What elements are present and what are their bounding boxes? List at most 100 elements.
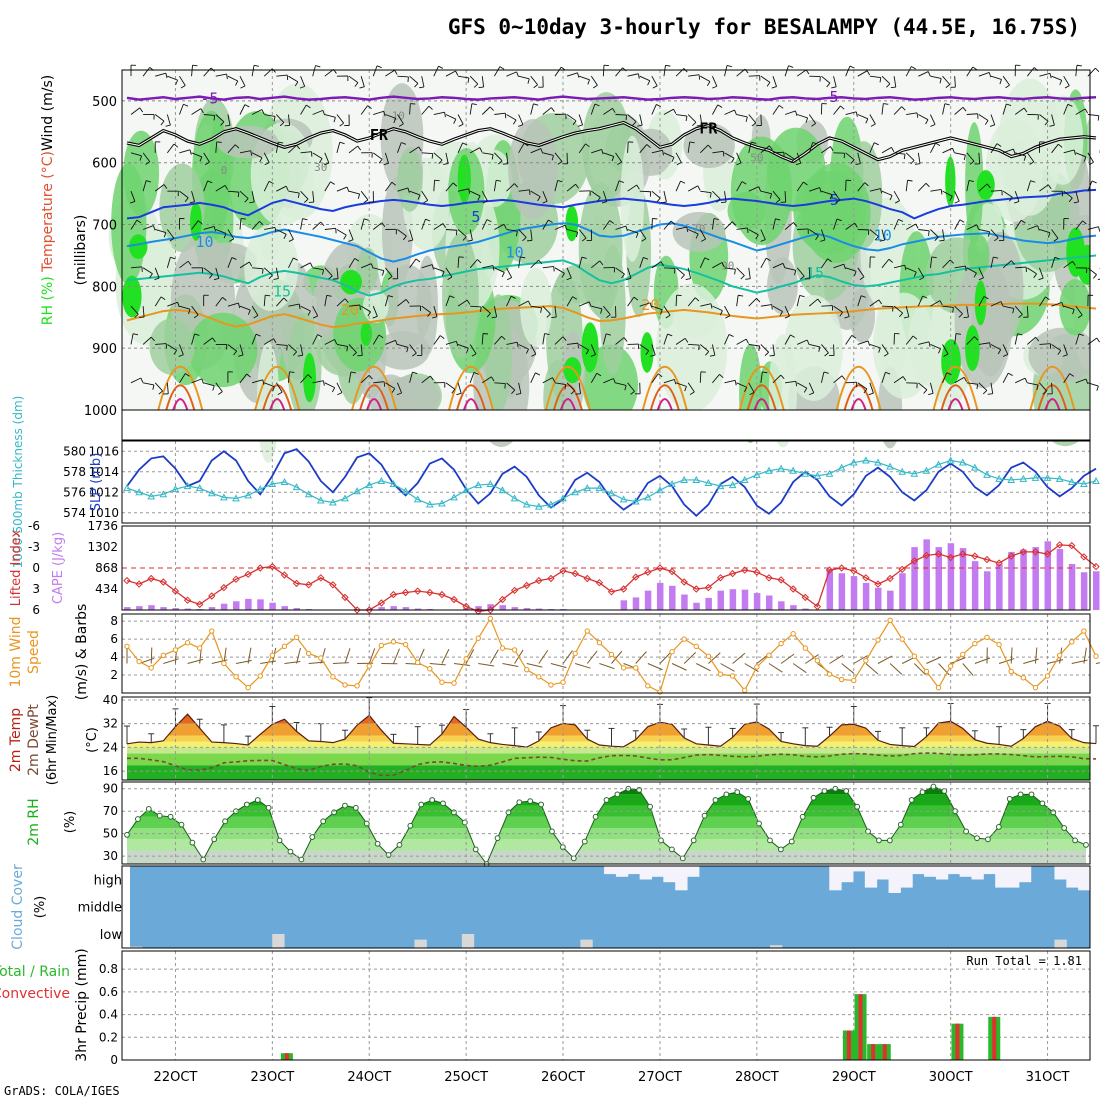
wind-barb — [493, 66, 501, 77]
wind-barb-flag — [1083, 156, 1087, 162]
wind-barb-flag — [160, 120, 165, 126]
wind-barb — [942, 372, 948, 383]
wind-barb — [457, 114, 464, 125]
wind-barb-flag — [183, 103, 189, 107]
wind-marker — [354, 683, 360, 689]
rh-marker — [843, 788, 850, 794]
wind-barb — [372, 152, 383, 160]
wind-barb-flag — [700, 238, 706, 242]
wind-barb-flag — [1014, 201, 1020, 204]
wind-barb — [506, 183, 515, 192]
wind-barb-flag — [510, 295, 516, 299]
wind-barb — [857, 152, 861, 164]
wind-barb — [772, 190, 781, 200]
wind-barb — [905, 335, 914, 345]
wind-barb-flag — [1054, 256, 1060, 260]
surface-wind-barb — [635, 651, 647, 664]
cape-bar — [378, 607, 385, 610]
wind-barb — [1027, 225, 1038, 230]
wind-barb — [845, 65, 851, 77]
rh-band — [127, 816, 1086, 829]
wind-barb — [590, 373, 598, 384]
wind-barb-flag — [885, 83, 891, 88]
rh-marker — [679, 855, 686, 862]
bottom-date-label: 30OCT — [929, 1070, 973, 1085]
wind-barb — [930, 114, 936, 125]
wind-barb-flag — [506, 277, 512, 281]
thickness-marker — [765, 466, 773, 474]
li-marker — [837, 564, 846, 572]
wind-barb — [142, 306, 145, 318]
wind-barb — [966, 66, 974, 77]
wind-barb — [239, 344, 244, 356]
rh-band — [127, 828, 1086, 840]
wind-barb-flag — [175, 79, 179, 85]
cape-bar — [850, 576, 858, 610]
wind-barb-flag — [676, 162, 682, 166]
bottom-date-label: 23OCT — [250, 1070, 294, 1085]
wind-barb — [712, 305, 723, 312]
surface-wind-barb — [332, 662, 349, 664]
wind-barb — [1027, 336, 1036, 345]
wind-barb — [591, 190, 601, 198]
wind-barb — [324, 339, 335, 345]
wind-barb — [590, 260, 601, 269]
wind-marker — [1093, 653, 1099, 659]
surface-wind-barb — [671, 663, 687, 671]
low-cloud-bar — [461, 934, 475, 948]
wind-barb — [917, 295, 924, 307]
wind-barb — [748, 75, 760, 77]
wind-barb-flag — [387, 276, 393, 280]
wind-barb-flag — [268, 180, 274, 184]
cape-bar — [1008, 551, 1015, 610]
wind-barb — [990, 229, 999, 239]
thickness-marker — [547, 500, 555, 508]
cape-bar — [535, 608, 543, 610]
wind-barb — [651, 373, 659, 384]
wind-barb-flag — [222, 297, 227, 301]
wind-marker — [984, 634, 990, 641]
wind-barb — [227, 302, 239, 307]
wind-barb — [530, 103, 534, 115]
wind-barb — [893, 264, 905, 269]
thickness-marker — [123, 484, 131, 492]
wind-marker — [875, 637, 881, 643]
isotherm-35-peak — [656, 398, 673, 411]
wind-barb — [845, 305, 850, 317]
wind-barb-flag — [911, 66, 916, 70]
wind-barb-flag — [973, 272, 977, 278]
wind-barb — [1075, 191, 1080, 202]
wind-barb-flag — [339, 141, 345, 145]
wind-barb — [130, 377, 142, 384]
wind-barb-flag — [934, 236, 939, 241]
wind-barb-flag — [441, 271, 445, 277]
wind-barb-flag — [632, 121, 637, 126]
wind-barb-flag — [826, 82, 831, 88]
wind-barb — [845, 152, 855, 161]
wind-barb — [130, 107, 141, 115]
wind-barb-flag — [462, 236, 467, 241]
wind-barb — [978, 71, 990, 77]
wind-barb — [506, 114, 517, 121]
wind-barb-flag — [1069, 373, 1075, 377]
thickness-marker — [946, 456, 955, 464]
wind-barb — [602, 191, 608, 202]
wind-barb-flag — [456, 341, 459, 347]
precip-tick: 0.8 — [99, 962, 118, 976]
wind-barb-flag — [894, 200, 900, 204]
wind-barb — [1075, 220, 1083, 230]
isotherm-25-peak — [932, 365, 979, 411]
wind-barb-flag — [880, 188, 883, 194]
wind-barb-flag — [695, 233, 699, 239]
wind-barb-flag — [200, 108, 204, 114]
wind-barb-flag — [704, 257, 710, 261]
temp-band — [127, 765, 1090, 780]
wind-barb — [360, 305, 371, 313]
wind-barb-flag — [939, 300, 943, 306]
wind-barb-flag — [581, 256, 587, 259]
wind-barb-flag — [630, 390, 635, 395]
wind-barb — [409, 258, 417, 269]
wind-barb — [675, 180, 681, 192]
chart-title: GFS 0~10day 3-hourly for BESALAMPY (44.5… — [448, 15, 1080, 39]
wind-barb — [554, 267, 565, 274]
